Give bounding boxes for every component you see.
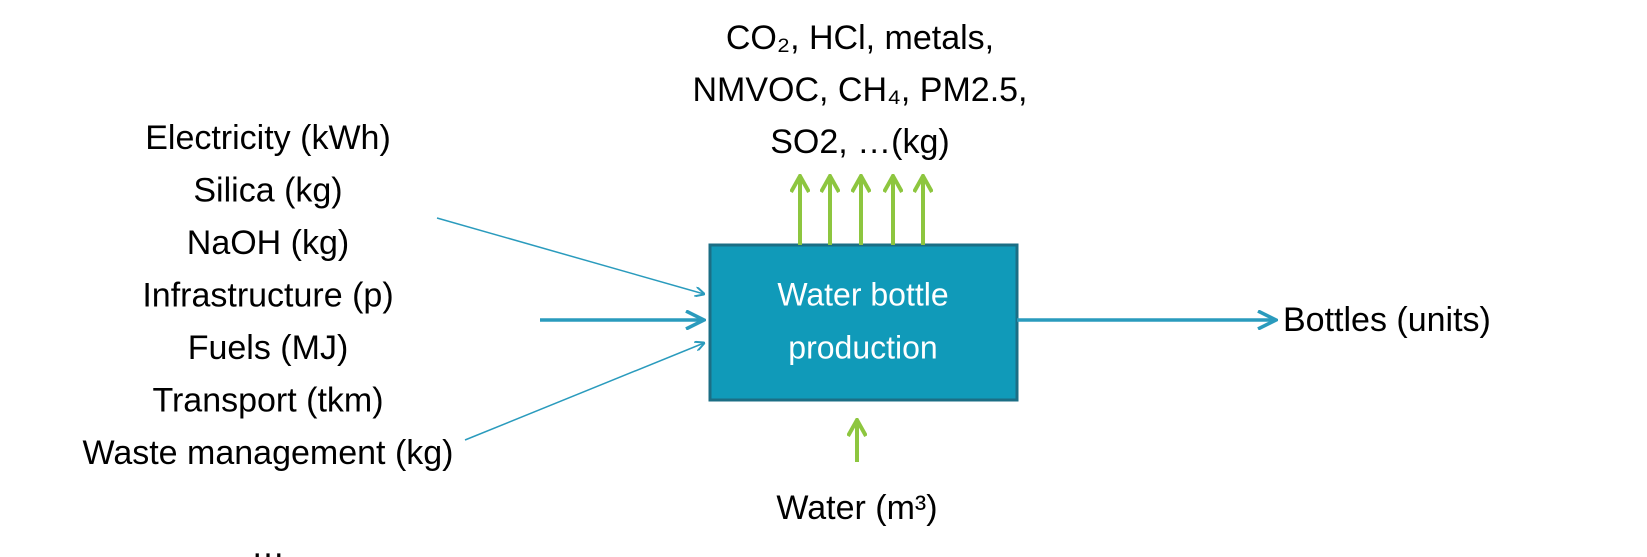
input-label: Waste management (kg): [83, 434, 454, 472]
resource-label: Water (m³): [776, 489, 937, 527]
input-label: Electricity (kWh): [145, 119, 391, 157]
input-label: Silica (kg): [193, 171, 342, 209]
input-arrow: [464, 343, 704, 441]
process-box: [708, 243, 1019, 402]
process-label: Water bottle: [777, 276, 948, 312]
process-label: production: [788, 329, 937, 365]
emissions: CO₂, HCl, metals, NMVOC, CH₄, PM2.5, SO2, …: [692, 19, 1027, 161]
emission-label: SO2, …(kg): [770, 123, 949, 161]
input-arrow: [436, 217, 704, 294]
emission-label: CO₂, HCl, metals,: [726, 19, 994, 57]
emission-arrows: [800, 176, 923, 245]
input-label: Fuels (MJ): [188, 329, 349, 367]
input-label: Transport (tkm): [152, 381, 383, 419]
input-label: NaOH (kg): [187, 224, 349, 262]
inputs: Electricity (kWh) Silica (kg) NaOH (kg) Inf…: [83, 119, 454, 472]
input-label: Infrastructure (p): [142, 276, 393, 314]
inputs-more: …: [251, 527, 285, 557]
product-label: Bottles (units): [1283, 301, 1491, 339]
emission-label: NMVOC, CH₄, PM2.5,: [692, 71, 1027, 109]
